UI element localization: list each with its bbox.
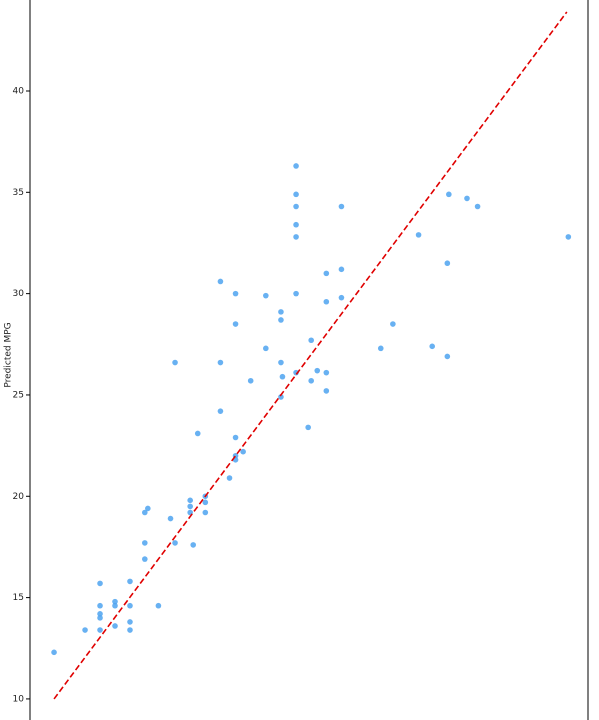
point [293, 290, 299, 297]
point [112, 623, 118, 629]
point [390, 321, 396, 327]
point [232, 434, 239, 441]
point [293, 191, 299, 198]
point [444, 260, 451, 267]
point [112, 598, 118, 605]
point [127, 602, 133, 609]
point [293, 203, 299, 210]
point [323, 369, 330, 376]
point [429, 343, 436, 350]
point [97, 580, 103, 587]
point [377, 345, 384, 352]
y-tick-label: 10 [13, 694, 25, 704]
point [217, 408, 224, 414]
point [217, 359, 224, 366]
point [127, 578, 133, 585]
point [232, 321, 239, 327]
point [142, 540, 148, 546]
point [565, 234, 572, 240]
point [464, 195, 470, 202]
y-axis-label: Predicted MPG [4, 322, 14, 387]
point [51, 649, 57, 656]
point [308, 377, 314, 384]
point [338, 294, 345, 301]
point [127, 627, 133, 633]
point [338, 203, 345, 210]
point [278, 359, 284, 366]
point [323, 270, 330, 277]
point [172, 540, 178, 546]
reference-line [53, 11, 568, 700]
point [338, 266, 345, 273]
point [187, 503, 193, 510]
point [97, 611, 103, 617]
y-tick-label: 20 [13, 492, 25, 502]
point [323, 388, 330, 394]
point [172, 359, 178, 366]
point [323, 298, 330, 305]
point [232, 290, 239, 297]
point [167, 515, 174, 522]
point [415, 232, 422, 238]
point [97, 615, 103, 621]
point [142, 509, 148, 516]
point [187, 497, 193, 504]
point [240, 448, 246, 455]
point [278, 317, 284, 323]
point [446, 191, 452, 198]
point [293, 234, 299, 240]
point [145, 505, 151, 512]
point [314, 367, 321, 374]
point [127, 619, 133, 625]
y-tick-label: 30 [13, 289, 25, 299]
y-tick-label: 40 [13, 86, 25, 96]
y-tick-label: 25 [13, 390, 24, 400]
point [97, 627, 103, 633]
point [194, 430, 201, 437]
point [278, 394, 284, 400]
y-tick-label: 15 [13, 593, 24, 603]
point [190, 542, 197, 548]
point [202, 509, 209, 516]
point [305, 424, 311, 431]
point [112, 602, 118, 609]
point [308, 337, 314, 344]
point [279, 373, 286, 380]
point [263, 292, 269, 299]
point [217, 278, 224, 285]
point [247, 377, 254, 384]
point [293, 221, 299, 228]
point [263, 345, 269, 352]
point [278, 309, 284, 315]
point [142, 556, 148, 562]
point [444, 353, 451, 360]
y-tick-label: 35 [13, 188, 24, 198]
point [293, 163, 299, 169]
point [474, 203, 481, 210]
point [97, 602, 103, 609]
point [82, 627, 88, 633]
point [202, 499, 209, 506]
point [155, 602, 162, 609]
point [226, 475, 233, 481]
